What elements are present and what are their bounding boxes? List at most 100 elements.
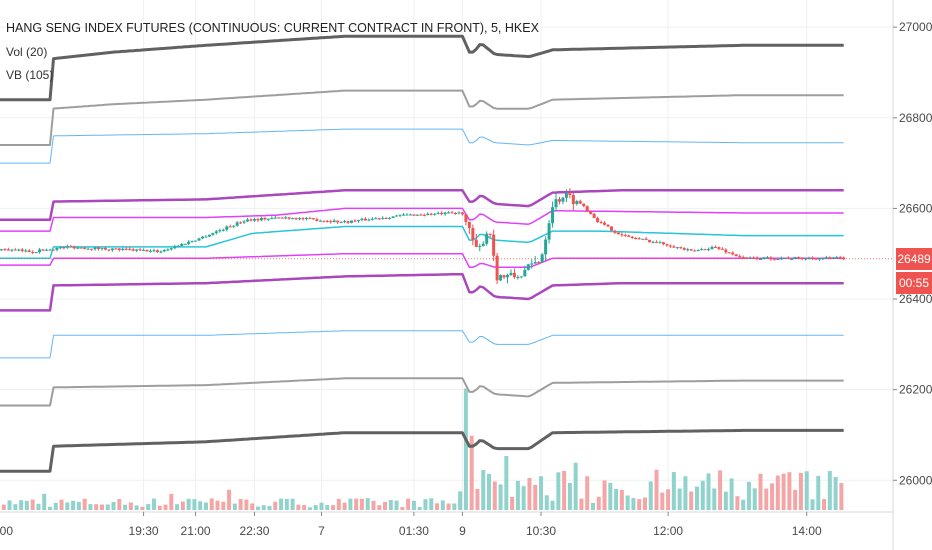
candle-body xyxy=(658,242,662,244)
candle-body xyxy=(353,220,357,222)
candle-body xyxy=(412,214,416,216)
candle-body xyxy=(682,248,686,250)
candle-body xyxy=(232,225,236,227)
volume-bar xyxy=(255,506,260,510)
candle-body xyxy=(311,218,315,220)
volume-bar xyxy=(810,499,815,510)
volume-bar xyxy=(683,476,688,510)
candle-body xyxy=(512,272,516,278)
volume-bar xyxy=(735,496,740,510)
candle-body xyxy=(31,252,35,254)
x-tick-label: 14:00 xyxy=(792,524,822,538)
volume-bar xyxy=(203,502,208,510)
candle-body xyxy=(759,259,763,261)
candle-body xyxy=(696,249,700,251)
candle-body xyxy=(665,244,669,246)
candle-body xyxy=(481,243,485,247)
candle-body xyxy=(246,219,250,222)
volume-bar xyxy=(510,496,515,510)
candle-body xyxy=(499,275,503,281)
candle-body xyxy=(557,199,561,202)
volume-bar xyxy=(24,500,29,510)
candle-body xyxy=(381,217,385,219)
volume-bar xyxy=(250,503,255,510)
candle-body xyxy=(97,247,101,249)
candle-body xyxy=(519,276,523,278)
candle-body xyxy=(634,238,638,240)
volume-bar xyxy=(325,505,330,510)
band-lower-purple xyxy=(0,272,844,312)
volume-bar xyxy=(163,504,168,510)
candle-body xyxy=(51,249,55,251)
volatility-band-indicator-label[interactable]: VB (105) xyxy=(6,68,54,82)
candle-body xyxy=(703,249,707,251)
candle-body xyxy=(779,258,783,260)
candle-body xyxy=(745,257,749,259)
candle-body xyxy=(298,218,302,220)
volume-bar xyxy=(296,504,301,510)
candle-body xyxy=(464,214,468,222)
volume-bar xyxy=(227,489,232,510)
candle-body xyxy=(471,227,475,240)
candle-body xyxy=(214,231,218,234)
candle-body xyxy=(239,222,243,224)
candle-body xyxy=(377,218,381,220)
volume-bar xyxy=(105,504,110,510)
candle-body xyxy=(197,238,201,241)
candle-body xyxy=(648,239,652,243)
candle-body xyxy=(107,249,111,251)
candle-body xyxy=(266,218,270,220)
candle-body xyxy=(200,236,204,239)
candle-body xyxy=(596,217,600,223)
candle-body xyxy=(821,258,825,260)
candle-body xyxy=(235,222,239,226)
candle-body xyxy=(228,226,232,228)
volume-bar xyxy=(186,498,191,510)
candle-body xyxy=(467,221,471,228)
candle-body xyxy=(561,197,565,202)
volume-bar xyxy=(261,505,266,510)
volume-indicator-label[interactable]: Vol (20) xyxy=(6,45,48,59)
candle-body xyxy=(20,249,24,251)
x-tick-label: 01:30 xyxy=(399,524,429,538)
candle-body xyxy=(339,221,343,223)
volume-bar xyxy=(666,489,671,510)
candle-body xyxy=(27,250,31,253)
candle-body xyxy=(772,259,776,261)
candle-body xyxy=(259,218,263,221)
candle-body xyxy=(273,217,277,219)
candle-body xyxy=(114,248,118,250)
volume-bar xyxy=(458,491,463,510)
candle-body xyxy=(169,248,173,250)
volume-bar xyxy=(388,500,393,510)
volume-bar xyxy=(423,499,428,510)
x-tick-label: 7 xyxy=(318,524,325,538)
volume-bar xyxy=(383,501,388,510)
current-price-tag: 26489 xyxy=(896,247,932,270)
volume-bar xyxy=(556,472,561,510)
volume-bar xyxy=(463,388,468,510)
candle-body xyxy=(554,199,558,208)
volume-bar xyxy=(608,483,613,510)
candle-body xyxy=(454,212,458,214)
candle-body xyxy=(443,212,447,215)
volume-bar xyxy=(365,498,370,510)
volume-bar xyxy=(469,435,474,510)
volume-bar xyxy=(99,504,104,510)
volume-bar xyxy=(729,478,734,510)
candle-body xyxy=(62,247,66,249)
candle-body xyxy=(797,257,801,259)
candle-body xyxy=(651,241,655,243)
candle-body xyxy=(693,250,697,252)
volume-bar xyxy=(1,504,6,510)
candle-body xyxy=(211,233,215,235)
candle-body xyxy=(620,234,624,236)
candlesticks xyxy=(0,188,846,284)
candle-body xyxy=(450,212,454,214)
candle-body xyxy=(689,249,693,251)
candle-body xyxy=(256,219,260,221)
candle-body xyxy=(686,249,690,251)
candle-body xyxy=(48,249,52,251)
candle-body xyxy=(592,213,596,218)
